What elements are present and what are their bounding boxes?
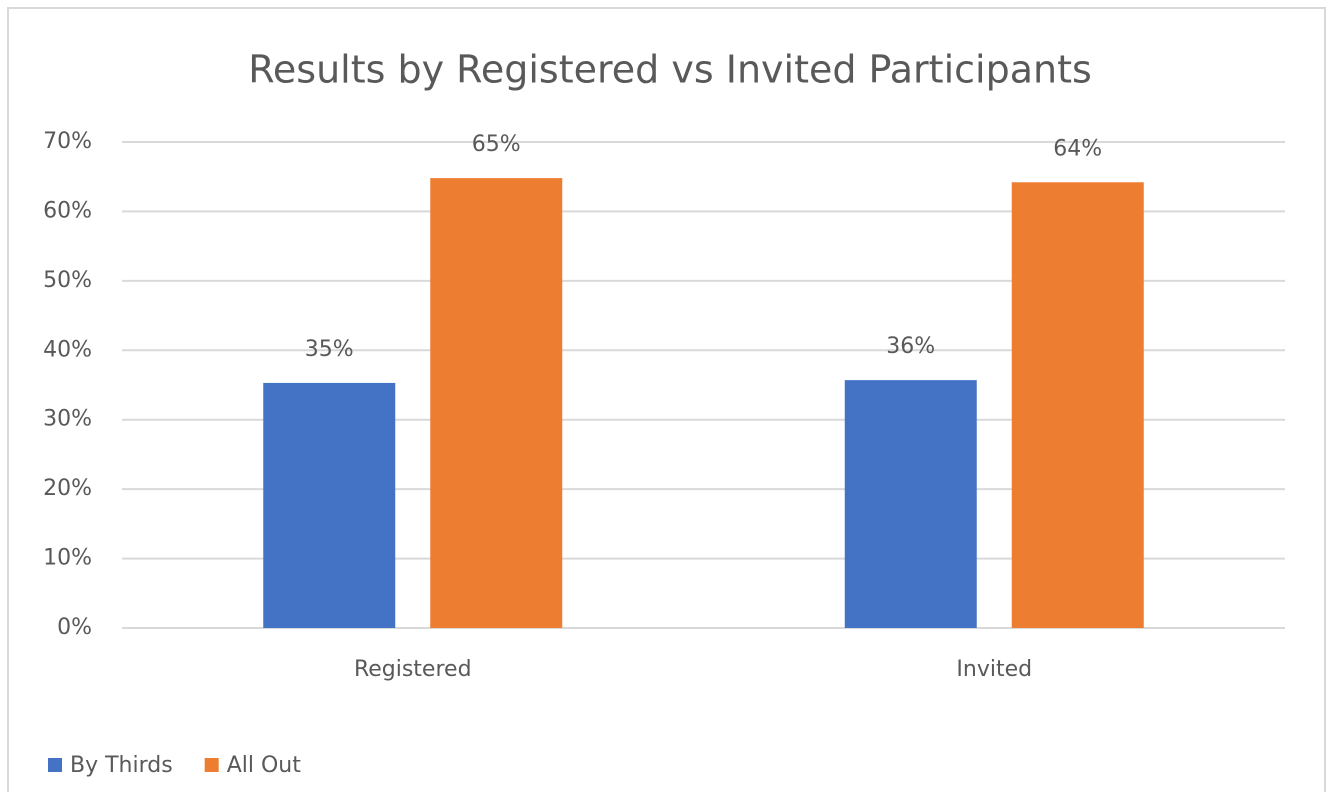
y-tick-label: 50%	[43, 268, 92, 293]
data-label: 36%	[886, 334, 935, 359]
y-tick-label: 10%	[43, 546, 92, 571]
data-label: 64%	[1053, 136, 1102, 161]
chart-title: Results by Registered vs Invited Partici…	[248, 48, 1092, 92]
y-tick-label: 0%	[57, 615, 92, 640]
bar	[844, 380, 977, 628]
y-tick-label: 20%	[43, 476, 92, 501]
bar	[1011, 182, 1144, 629]
data-label: 35%	[305, 337, 354, 362]
y-tick-label: 70%	[43, 129, 92, 154]
bar	[263, 382, 396, 628]
y-tick-label: 40%	[43, 337, 92, 362]
legend-label: All Out	[227, 753, 302, 778]
legend-label: By Thirds	[70, 753, 173, 778]
bar	[430, 178, 563, 629]
legend-swatch	[48, 758, 62, 772]
y-tick-label: 60%	[43, 198, 92, 223]
x-tick-label: Invited	[956, 657, 1032, 682]
x-tick-label: Registered	[354, 657, 472, 682]
data-label: 65%	[472, 132, 521, 157]
legend-swatch	[204, 758, 219, 772]
y-tick-label: 30%	[43, 407, 92, 432]
